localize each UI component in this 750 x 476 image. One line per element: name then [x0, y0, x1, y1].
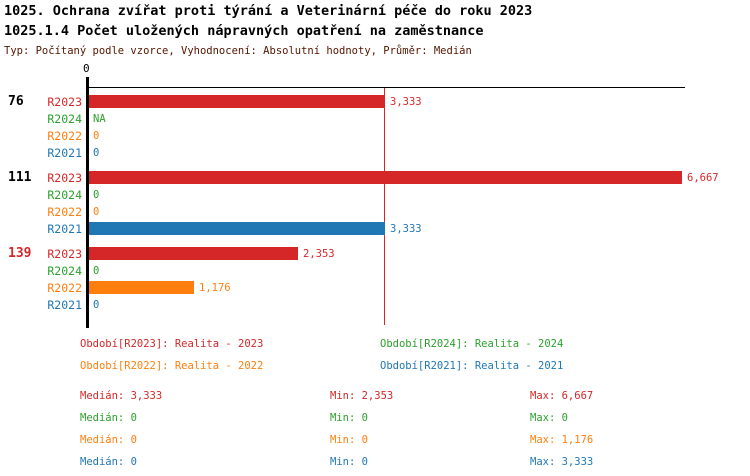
stat-max: Max: 1,176: [530, 434, 594, 446]
bar-r2023: [89, 247, 298, 260]
stats-table: Medián: 3,333 Min: 2,353 Max: 6,667 Medián:…: [80, 390, 740, 476]
page-subtitle: 1025.1.4 Počet uložených nápravných opat…: [4, 23, 484, 39]
axis-zero-label: 0: [83, 62, 90, 75]
stat-min: Min: 0: [330, 412, 368, 424]
stat-min: Min: 0: [330, 456, 368, 468]
series-label: R2023: [47, 171, 82, 185]
bar-r2023: [89, 95, 385, 108]
stats-row-r2022: Medián: 0 Min: 0 Max: 1,176: [80, 434, 740, 456]
bar-r2021: [89, 222, 385, 235]
chart-row: R2021 0: [0, 296, 750, 313]
bar-value-label: 0: [93, 265, 100, 277]
bar-value-label: 0: [93, 299, 100, 311]
bar-value-label: 0: [93, 147, 100, 159]
bar-value-label: 2,353: [303, 248, 335, 260]
bar-value-label: NA: [93, 113, 106, 125]
series-label: R2024: [47, 264, 82, 278]
series-label: R2022: [47, 281, 82, 295]
stats-row-r2021: Medián: 0 Min: 0 Max: 3,333: [80, 456, 740, 476]
chart-row: R2024 NA: [0, 110, 750, 127]
series-label: R2023: [47, 247, 82, 261]
chart-group: 139 R2023 2,353 R2024 0 R2022 1,176 R2021 0: [0, 245, 750, 313]
bar-value-label: 0: [93, 189, 100, 201]
group-label: 139: [8, 246, 32, 261]
stat-min: Min: 0: [330, 434, 368, 446]
page-title: 1025. Ochrana zvířat proti týrání a Vete…: [4, 3, 533, 19]
legend-item-r2024: Období[R2024]: Realita - 2024: [380, 338, 564, 350]
series-label: R2021: [47, 222, 82, 236]
chart-row: R2024 0: [0, 186, 750, 203]
bar-value-label: 0: [93, 206, 100, 218]
chart-row: R2021 3,333: [0, 220, 750, 237]
legend-item-r2023: Období[R2023]: Realita - 2023: [80, 338, 264, 350]
series-label: R2021: [47, 298, 82, 312]
legend-item-r2021: Období[R2021]: Realita - 2021: [380, 360, 564, 372]
legend: Období[R2023]: Realita - 2023 Období[R202…: [80, 338, 730, 372]
chart-group: 76 R2023 3,333 R2024 NA R2022 0 R2021 0: [0, 93, 750, 161]
bar-value-label: 0: [93, 130, 100, 142]
group-label: 111: [8, 170, 32, 185]
stat-max: Max: 0: [530, 412, 568, 424]
chart-row: R2022 0: [0, 127, 750, 144]
stat-median: Medián: 3,333: [80, 390, 163, 402]
chart-row: R2024 0: [0, 262, 750, 279]
chart-row: 76 R2023 3,333: [0, 93, 750, 110]
series-label: R2022: [47, 205, 82, 219]
series-label: R2023: [47, 95, 82, 109]
chart-row: R2022 1,176: [0, 279, 750, 296]
stat-max: Max: 3,333: [530, 456, 594, 468]
bar-value-label: 1,176: [199, 282, 231, 294]
bar-value-label: 3,333: [390, 96, 422, 108]
series-label: R2022: [47, 129, 82, 143]
chart-rows: 76 R2023 3,333 R2024 NA R2022 0 R2021 0 111 R2023 6…: [0, 93, 750, 321]
bar-value-label: 3,333: [390, 223, 422, 235]
series-label: R2024: [47, 112, 82, 126]
chart-meta-line: Typ: Počítaný podle vzorce, Vyhodnocení:…: [4, 45, 472, 57]
chart-row: 139 R2023 2,353: [0, 245, 750, 262]
axis-line-vertical: [86, 77, 89, 328]
stats-row-r2024: Medián: 0 Min: 0 Max: 0: [80, 412, 740, 434]
series-label: R2021: [47, 146, 82, 160]
stats-row-r2023: Medián: 3,333 Min: 2,353 Max: 6,667: [80, 390, 740, 412]
series-label: R2024: [47, 188, 82, 202]
chart-row: R2021 0: [0, 144, 750, 161]
bar-value-label: 6,667: [687, 172, 719, 184]
chart-row: R2022 0: [0, 203, 750, 220]
bar-r2023: [89, 171, 682, 184]
group-label: 76: [8, 94, 24, 109]
legend-item-r2022: Období[R2022]: Realita - 2022: [80, 360, 264, 372]
chart-row: 111 R2023 6,667: [0, 169, 750, 186]
stat-median: Medián: 0: [80, 412, 137, 424]
stat-max: Max: 6,667: [530, 390, 594, 402]
axis-line-top: [86, 87, 685, 88]
stat-min: Min: 2,353: [330, 390, 394, 402]
chart-group: 111 R2023 6,667 R2024 0 R2022 0 R2021 3,333: [0, 169, 750, 237]
bar-r2022: [89, 281, 194, 294]
stat-median: Medián: 0: [80, 434, 137, 446]
median-reference-line: [384, 88, 385, 325]
stat-median: Medián: 0: [80, 456, 137, 468]
